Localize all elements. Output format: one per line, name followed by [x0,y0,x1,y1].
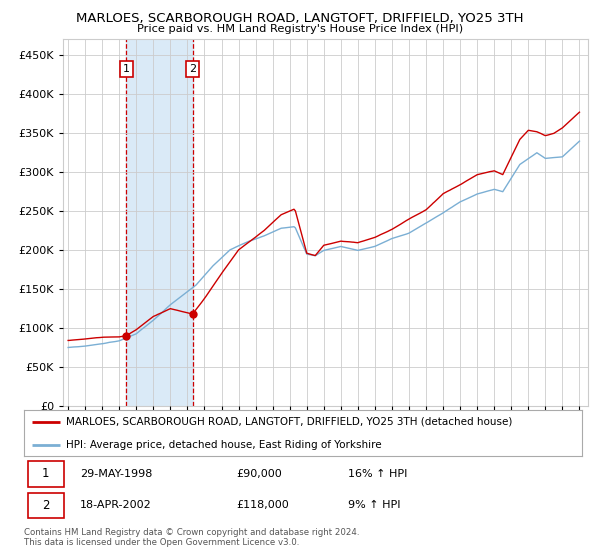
Text: MARLOES, SCARBOROUGH ROAD, LANGTOFT, DRIFFIELD, YO25 3TH (detached house): MARLOES, SCARBOROUGH ROAD, LANGTOFT, DRI… [66,417,512,427]
Text: 2: 2 [189,64,196,74]
FancyBboxPatch shape [28,461,64,487]
Text: 1: 1 [123,64,130,74]
Text: Price paid vs. HM Land Registry's House Price Index (HPI): Price paid vs. HM Land Registry's House … [137,24,463,34]
Text: £118,000: £118,000 [236,501,289,510]
Text: £90,000: £90,000 [236,469,282,479]
Text: Contains HM Land Registry data © Crown copyright and database right 2024.
This d: Contains HM Land Registry data © Crown c… [24,528,359,547]
Text: 9% ↑ HPI: 9% ↑ HPI [347,501,400,510]
FancyBboxPatch shape [28,493,64,519]
Text: 16% ↑ HPI: 16% ↑ HPI [347,469,407,479]
Text: MARLOES, SCARBOROUGH ROAD, LANGTOFT, DRIFFIELD, YO25 3TH: MARLOES, SCARBOROUGH ROAD, LANGTOFT, DRI… [76,12,524,25]
Text: HPI: Average price, detached house, East Riding of Yorkshire: HPI: Average price, detached house, East… [66,440,382,450]
Bar [126,39,193,406]
Text: 18-APR-2002: 18-APR-2002 [80,501,152,510]
Text: 1: 1 [42,467,50,480]
Text: 29-MAY-1998: 29-MAY-1998 [80,469,152,479]
Text: 2: 2 [42,499,50,512]
